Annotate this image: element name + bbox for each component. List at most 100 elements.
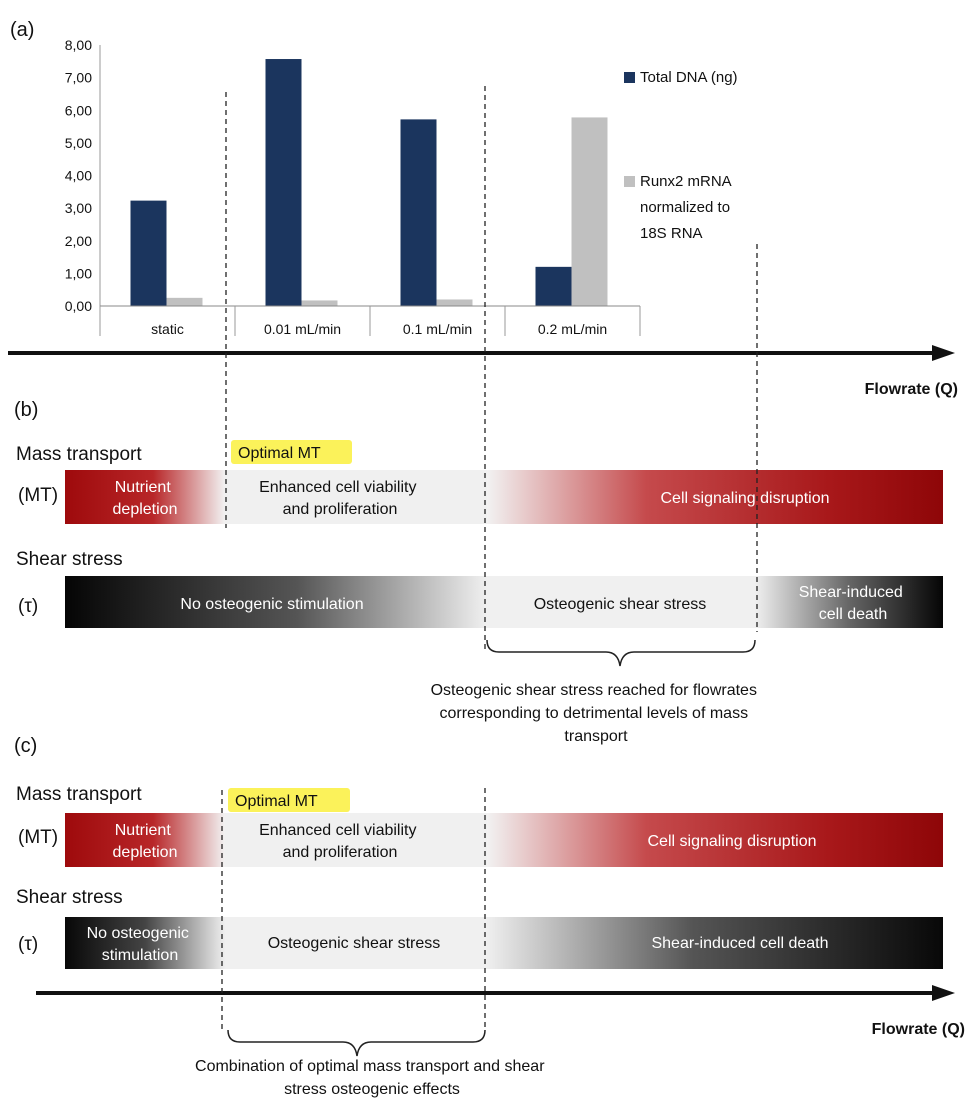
b-death-line2: cell death <box>819 606 888 623</box>
svg-text:Combination of optimal mass tr: Combination of optimal mass transport an… <box>195 1058 549 1098</box>
bar-runx2-3 <box>571 117 608 307</box>
b-optimal-mt-highlight <box>231 440 352 464</box>
b-band-enhanced-viability <box>225 470 487 524</box>
c-disruption-text: Cell signaling disruption <box>648 833 817 850</box>
x-category-label: 0.1 mL/min <box>403 321 472 337</box>
legend-label: Total DNA (ng) <box>640 69 738 86</box>
svg-text:Nutrient depletion: Nutrient depletion <box>113 479 178 518</box>
c-death-text: Shear-induced cell death <box>651 935 828 952</box>
b-mass-transport-abbr: (MT) <box>18 485 58 506</box>
y-tick-label: 8,00 <box>65 37 92 53</box>
bar-total-dna-2 <box>400 119 437 306</box>
c-mass-transport-band: Nutrient depletion Enhanced cell viabili… <box>65 813 943 867</box>
legend-label: Runx2 mRNA <box>640 173 732 190</box>
b-note-line1: Osteogenic shear stress reached for flow… <box>431 682 757 699</box>
legend: Total DNA (ng) Runx2 mRNA normalized to 18S… <box>624 69 738 242</box>
c-band-no-osteogenic <box>65 917 225 969</box>
b-mass-transport-band: Nutrient depletion Enhanced cell viabili… <box>65 470 943 524</box>
y-tick-label: 2,00 <box>65 233 92 249</box>
b-note-line2: corresponding to detrimental levels of m… <box>439 705 748 722</box>
c-mass-transport-abbr: (MT) <box>18 827 58 848</box>
y-tick-label: 5,00 <box>65 135 92 151</box>
b-osteo-text: Osteogenic shear stress <box>534 596 707 613</box>
c-band-osteogenic <box>225 917 487 969</box>
flowrate-axis-bottom: Flowrate (Q) <box>36 985 965 1038</box>
b-band-cell-death <box>755 576 943 628</box>
b-shear-stress-band: No osteogenic stimulation Osteogenic she… <box>65 576 943 628</box>
svg-text:Shear-induced cell death: Shear-induced cell death <box>799 584 908 623</box>
x-category-label: 0.01 mL/min <box>264 321 341 337</box>
c-note-line1: Combination of optimal mass transport an… <box>195 1058 545 1075</box>
b-optimal-mt-label: Optimal MT <box>238 445 321 462</box>
b-no-osteo-text: No osteogenic stimulation <box>180 596 363 613</box>
panel-label-a: (a) <box>10 19 34 41</box>
b-band-osteogenic <box>487 576 755 628</box>
b-curly-brace <box>486 639 756 667</box>
y-tick-label: 3,00 <box>65 200 92 216</box>
legend-label: 18S RNA <box>640 225 703 242</box>
c-no-osteo-line1: No osteogenic <box>87 925 189 942</box>
y-tick-label: 1,00 <box>65 265 92 281</box>
bar-runx2-1 <box>301 300 338 306</box>
bar-runx2-0 <box>166 297 203 306</box>
x-category-label: static <box>151 321 184 337</box>
c-optimal-mt-label: Optimal MT <box>235 793 318 810</box>
bar-total-dna-0 <box>130 200 167 306</box>
bar-total-dna-1 <box>265 59 302 307</box>
b-mass-transport-title: Mass transport <box>16 444 142 465</box>
c-nutrient-line1: Nutrient <box>115 822 172 839</box>
b-nutrient-line2: depletion <box>113 501 178 518</box>
b-nutrient-line1: Nutrient <box>115 479 172 496</box>
svg-text:Nutrient depletion: Nutrient depletion <box>113 822 178 861</box>
y-tick-label: 0,00 <box>65 298 92 314</box>
x-axis-category-labels: static 0.01 mL/min 0.1 mL/min 0.2 mL/min <box>151 321 607 337</box>
c-osteo-text: Osteogenic shear stress <box>268 935 441 952</box>
b-shear-stress-title: Shear stress <box>16 549 123 570</box>
bar-total-dna-3 <box>535 266 572 306</box>
c-note-line2: stress osteogenic effects <box>284 1081 460 1098</box>
b-note-line3: transport <box>564 728 628 745</box>
x-axis-tick-marks <box>99 306 641 336</box>
c-no-osteo-line2: stimulation <box>102 947 178 964</box>
arrowhead-icon <box>932 345 955 361</box>
b-enhanced-line1: Enhanced cell viability <box>259 479 416 496</box>
b-disruption-text: Cell signaling disruption <box>661 490 830 507</box>
c-band-enhanced-viability <box>225 813 487 867</box>
c-shear-stress-band: No osteogenic stimulation Osteogenic she… <box>65 917 943 969</box>
legend-swatch <box>624 72 635 83</box>
legend-label: normalized to <box>640 199 730 216</box>
svg-text:Enhanced cell viability: Enhanced cell viability and proliferatio… <box>259 822 421 861</box>
arrowhead-icon <box>932 985 955 1001</box>
flowrate-axis-top: Flowrate (Q) <box>8 345 958 398</box>
b-band-nutrient-depletion <box>65 470 225 524</box>
bar-chart: 0,00 1,00 2,00 3,00 4,00 5,00 6,00 7,00 8,00 sta… <box>65 37 738 337</box>
svg-text:Enhanced cell viability: Enhanced cell viability and proliferatio… <box>259 479 421 518</box>
c-band-nutrient-depletion <box>65 813 225 867</box>
c-curly-brace <box>227 1029 486 1057</box>
b-band-no-osteogenic <box>65 576 487 628</box>
y-tick-label: 4,00 <box>65 168 92 184</box>
panel-label-b: (b) <box>14 399 38 421</box>
c-enhanced-line1: Enhanced cell viability <box>259 822 416 839</box>
y-tick-label: 6,00 <box>65 102 92 118</box>
x-category-label: 0.2 mL/min <box>538 321 607 337</box>
b-death-line1: Shear-induced <box>799 584 903 601</box>
b-band-signaling-disruption <box>487 470 943 524</box>
flowrate-axis-label-bottom: Flowrate (Q) <box>872 1021 965 1038</box>
b-enhanced-line2: and proliferation <box>283 501 398 518</box>
c-band-cell-death <box>487 917 943 969</box>
c-mass-transport-title: Mass transport <box>16 784 142 805</box>
legend-swatch <box>624 176 635 187</box>
c-optimal-mt-highlight <box>228 788 350 812</box>
y-tick-label: 7,00 <box>65 70 92 86</box>
c-enhanced-line2: and proliferation <box>283 844 398 861</box>
c-band-signaling-disruption <box>487 813 943 867</box>
panel-label-c: (c) <box>14 735 37 757</box>
bars <box>130 59 608 307</box>
svg-text:No osteogenic stimulatio: No osteogenic stimulation <box>87 925 194 964</box>
b-shear-stress-abbr: (τ) <box>18 596 38 617</box>
bar-runx2-2 <box>436 299 473 306</box>
flowrate-axis-label-top: Flowrate (Q) <box>865 381 958 398</box>
c-nutrient-line2: depletion <box>113 844 178 861</box>
